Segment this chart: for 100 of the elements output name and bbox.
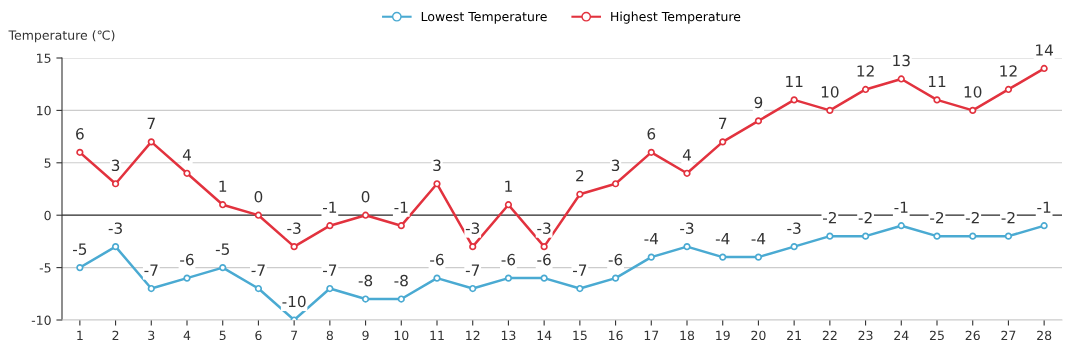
- point: [254, 211, 263, 219]
- data-label: 1: [219, 180, 227, 192]
- point: [361, 295, 370, 303]
- x-tick-label: 25: [929, 330, 944, 341]
- data-label: -7: [322, 264, 337, 276]
- y-axis-title: Temperature (℃): [8, 30, 115, 43]
- x-tick-label: 27: [1001, 330, 1016, 340]
- data-label: -6: [501, 253, 516, 266]
- y-tick-label: 10: [37, 105, 51, 116]
- point: [111, 243, 120, 251]
- data-label: -3: [787, 222, 801, 234]
- point: [683, 169, 691, 177]
- data-label: -2: [1001, 211, 1015, 224]
- point: [219, 263, 227, 272]
- point: [647, 253, 655, 261]
- data-label: -6: [537, 253, 551, 266]
- point: [76, 263, 84, 272]
- point: [433, 180, 441, 188]
- point: [933, 96, 941, 104]
- point: [76, 148, 84, 156]
- point: [397, 295, 405, 303]
- data-label: -2: [930, 211, 944, 224]
- data-label: 6: [647, 128, 656, 140]
- data-label: 3: [433, 159, 441, 172]
- point: [647, 148, 655, 156]
- point: [111, 180, 120, 188]
- point: [611, 274, 620, 282]
- x-tick-label: 11: [430, 330, 444, 340]
- point: [611, 180, 620, 188]
- data-label: -1: [894, 201, 908, 213]
- point: [504, 274, 513, 282]
- point: [469, 284, 477, 293]
- data-label: -4: [751, 233, 766, 245]
- x-tick-label: 28: [1037, 330, 1052, 341]
- point: [469, 243, 477, 251]
- point: [1040, 222, 1048, 230]
- data-label: 10: [964, 86, 982, 98]
- data-label: 4: [682, 149, 691, 161]
- x-tick-label: 8: [326, 330, 333, 341]
- x-tick-label: 20: [751, 330, 766, 341]
- data-label: 12: [857, 65, 874, 77]
- point: [1040, 64, 1048, 73]
- x-tick-label: 1: [77, 330, 83, 340]
- data-label: -2: [858, 211, 872, 224]
- point: [969, 106, 977, 115]
- data-label: 3: [111, 159, 120, 172]
- data-label: 0: [361, 190, 370, 203]
- data-label: 7: [147, 117, 155, 129]
- data-label: -7: [251, 264, 265, 276]
- x-tick-label: 13: [501, 330, 516, 341]
- data-label: -8: [358, 274, 373, 287]
- point: [790, 243, 798, 251]
- point: [147, 138, 155, 146]
- point: [540, 243, 548, 251]
- data-label: -7: [144, 264, 158, 276]
- x-tick-label: 19: [716, 330, 730, 341]
- data-label: -6: [430, 253, 444, 266]
- data-label: -3: [680, 222, 694, 234]
- point: [683, 243, 691, 251]
- point: [1004, 85, 1013, 94]
- point: [576, 190, 584, 198]
- data-label: 6: [76, 128, 84, 140]
- data-label: -6: [180, 253, 194, 266]
- data-label: 4: [182, 149, 191, 161]
- x-tick-label: 22: [822, 330, 837, 340]
- point: [897, 75, 905, 83]
- data-label: -4: [644, 233, 659, 245]
- point: [433, 274, 441, 282]
- y-tick-label: -10: [31, 315, 51, 325]
- point: [504, 201, 513, 209]
- data-label: -7: [572, 264, 587, 276]
- point: [933, 232, 941, 240]
- data-label: -4: [715, 233, 730, 245]
- x-tick-label: 4: [183, 330, 191, 340]
- point: [790, 96, 798, 104]
- data-label: 11: [928, 75, 946, 88]
- data-label: 13: [893, 54, 910, 67]
- point: [1004, 232, 1013, 240]
- point: [897, 222, 905, 230]
- data-label: 0: [254, 190, 263, 203]
- point: [719, 138, 727, 146]
- data-label: 11: [786, 75, 803, 88]
- point: [290, 243, 298, 251]
- x-tick-label: 7: [291, 330, 298, 340]
- data-label: -1: [322, 201, 337, 213]
- data-label: 7: [719, 117, 727, 129]
- point: [826, 232, 834, 240]
- legend-label: Lowest Temperature: [421, 11, 547, 24]
- data-label: -10: [282, 295, 306, 308]
- x-tick-label: 5: [219, 330, 226, 341]
- x-tick-label: 3: [148, 330, 155, 341]
- point: [719, 253, 727, 261]
- data-label: -2: [965, 211, 979, 224]
- point: [826, 106, 834, 115]
- point: [183, 274, 191, 282]
- data-label: -5: [215, 243, 229, 255]
- data-label: 1: [505, 180, 512, 192]
- x-tick-label: 26: [965, 330, 980, 341]
- data-label: -1: [394, 201, 408, 213]
- x-tick-label: 23: [858, 330, 873, 341]
